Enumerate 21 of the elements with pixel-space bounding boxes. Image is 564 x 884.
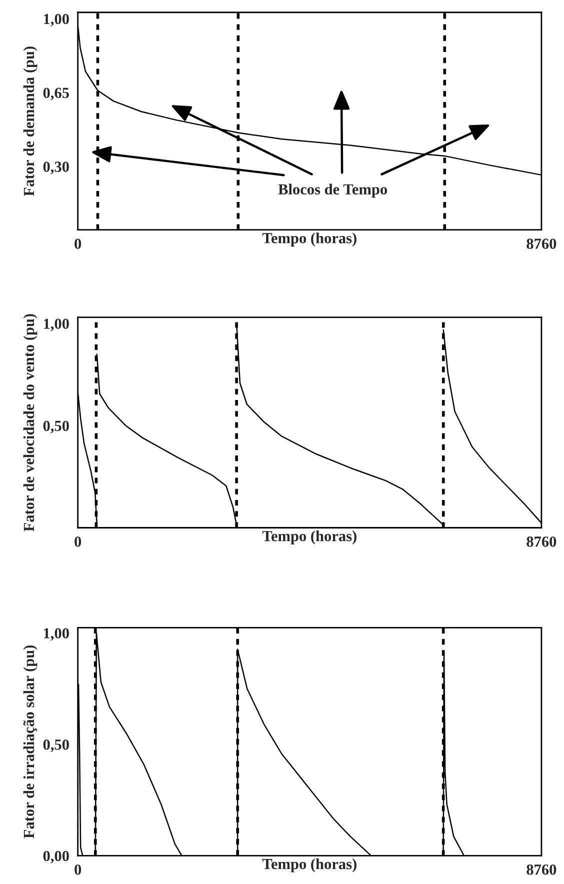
y-tick-label: 1,00 bbox=[44, 14, 69, 26]
y-tick-label: 0,50 bbox=[43, 739, 69, 752]
x-axis-title: Tempo (horas) bbox=[262, 858, 356, 872]
x-axis-title: Tempo (horas) bbox=[262, 232, 356, 246]
y-tick-label: 0,30 bbox=[43, 162, 69, 174]
y-tick-label: 1,00 bbox=[44, 318, 69, 332]
x-tick-label: 0 bbox=[74, 536, 82, 547]
y-axis-title: Fator de velocidade do vento (pu) bbox=[23, 314, 38, 532]
y-tick-label: 0,50 bbox=[43, 420, 69, 434]
x-tick-label: 0 bbox=[74, 864, 82, 875]
y-tick-label: 1,00 bbox=[44, 628, 69, 641]
y-tick-label: 0,00 bbox=[43, 850, 69, 864]
x-tick-label: 8760 bbox=[526, 238, 556, 249]
x-tick-label: 8760 bbox=[526, 536, 556, 547]
y-axis-title: Fator de irradiação solar (pu) bbox=[23, 645, 38, 838]
annotation: Blocos de Tempo bbox=[278, 184, 387, 198]
x-tick-label: 0 bbox=[74, 238, 82, 249]
y-tick-label: 0,65 bbox=[43, 88, 69, 100]
y-axis-title: Fator de demanda (pu) bbox=[23, 46, 38, 196]
x-axis-title: Tempo (horas) bbox=[262, 530, 356, 544]
x-tick-label: 8760 bbox=[526, 864, 556, 875]
